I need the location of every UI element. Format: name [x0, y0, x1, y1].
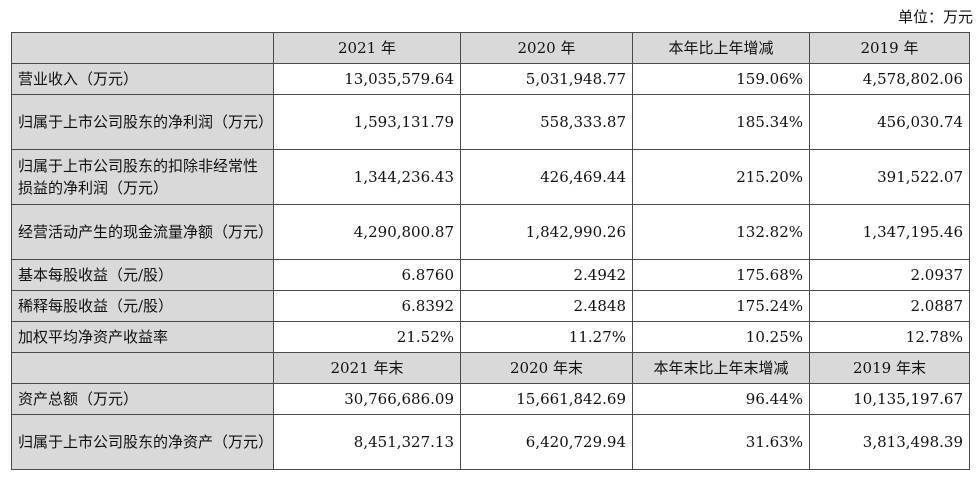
value-cell: 456,030.74 — [809, 94, 970, 150]
value-cell: 3,813,498.39 — [809, 414, 970, 470]
header-cell-empty — [11, 32, 274, 64]
header-cell-empty — [11, 352, 274, 384]
header-cell-2020-end: 2020 年末 — [460, 352, 633, 384]
value-cell: 1,344,236.43 — [273, 149, 461, 205]
value-cell: 1,347,195.46 — [809, 204, 970, 260]
value-cell: 185.34% — [632, 94, 810, 150]
value-cell: 30,766,686.09 — [273, 383, 461, 415]
row-label: 资产总额（万元） — [11, 383, 274, 415]
value-cell: 175.68% — [632, 259, 810, 291]
table-row: 归属于上市公司股东的扣除非经常性损益的净利润（万元） 1,344,236.43 … — [11, 149, 970, 205]
row-label: 营业收入（万元） — [11, 63, 274, 95]
header-row: 2021 年 2020 年 本年比上年增减 2019 年 — [11, 32, 970, 64]
row-label: 基本每股收益（元/股） — [11, 259, 274, 291]
value-cell: 4,290,800.87 — [273, 204, 461, 260]
value-cell: 8,451,327.13 — [273, 414, 461, 470]
value-cell: 6.8392 — [273, 290, 461, 322]
value-cell: 6.8760 — [273, 259, 461, 291]
value-cell: 96.44% — [632, 383, 810, 415]
row-label: 归属于上市公司股东的扣除非经常性损益的净利润（万元） — [11, 149, 274, 205]
value-cell: 10.25% — [632, 321, 810, 353]
value-cell: 15,661,842.69 — [460, 383, 633, 415]
value-cell: 215.20% — [632, 149, 810, 205]
table-row: 归属于上市公司股东的净利润（万元） 1,593,131.79 558,333.8… — [11, 94, 970, 150]
value-cell: 426,469.44 — [460, 149, 633, 205]
value-cell: 2.0887 — [809, 290, 970, 322]
value-cell: 11.27% — [460, 321, 633, 353]
value-cell: 159.06% — [632, 63, 810, 95]
header-row: 2021 年末 2020 年末 本年末比上年末增减 2019 年末 — [11, 352, 970, 384]
value-cell: 2.4942 — [460, 259, 633, 291]
header-cell-2020: 2020 年 — [460, 32, 633, 64]
row-label: 归属于上市公司股东的净利润（万元） — [11, 94, 274, 150]
unit-label: 单位：万元 — [897, 8, 973, 26]
row-label: 稀释每股收益（元/股） — [11, 290, 274, 322]
row-label: 加权平均净资产收益率 — [11, 321, 274, 353]
value-cell: 12.78% — [809, 321, 970, 353]
value-cell: 31.63% — [632, 414, 810, 470]
header-cell-2021-end: 2021 年末 — [273, 352, 461, 384]
value-cell: 6,420,729.94 — [460, 414, 633, 470]
header-cell-2021: 2021 年 — [273, 32, 461, 64]
table-row: 资产总额（万元） 30,766,686.09 15,661,842.69 96.… — [11, 383, 970, 415]
header-cell-2019-end: 2019 年末 — [809, 352, 970, 384]
value-cell: 10,135,197.67 — [809, 383, 970, 415]
header-cell-change: 本年比上年增减 — [632, 32, 810, 64]
table-row: 营业收入（万元） 13,035,579.64 5,031,948.77 159.… — [11, 63, 970, 95]
value-cell: 5,031,948.77 — [460, 63, 633, 95]
table-row: 加权平均净资产收益率 21.52% 11.27% 10.25% 12.78% — [11, 321, 970, 353]
table-row: 经营活动产生的现金流量净额（万元） 4,290,800.87 1,842,990… — [11, 204, 970, 260]
row-label: 经营活动产生的现金流量净额（万元） — [11, 204, 274, 260]
table-row: 稀释每股收益（元/股） 6.8392 2.4848 175.24% 2.0887 — [11, 290, 970, 322]
value-cell: 13,035,579.64 — [273, 63, 461, 95]
header-cell-change-end: 本年末比上年末增减 — [632, 352, 810, 384]
value-cell: 1,842,990.26 — [460, 204, 633, 260]
row-label: 归属于上市公司股东的净资产（万元） — [11, 414, 274, 470]
header-cell-2019: 2019 年 — [809, 32, 970, 64]
table-row: 归属于上市公司股东的净资产（万元） 8,451,327.13 6,420,729… — [11, 414, 970, 470]
value-cell: 558,333.87 — [460, 94, 633, 150]
value-cell: 1,593,131.79 — [273, 94, 461, 150]
table-row: 基本每股收益（元/股） 6.8760 2.4942 175.68% 2.0937 — [11, 259, 970, 291]
value-cell: 175.24% — [632, 290, 810, 322]
value-cell: 21.52% — [273, 321, 461, 353]
value-cell: 391,522.07 — [809, 149, 970, 205]
financial-summary-table: 2021 年 2020 年 本年比上年增减 2019 年 营业收入（万元） 13… — [11, 32, 970, 470]
value-cell: 132.82% — [632, 204, 810, 260]
value-cell: 2.4848 — [460, 290, 633, 322]
value-cell: 2.0937 — [809, 259, 970, 291]
value-cell: 4,578,802.06 — [809, 63, 970, 95]
